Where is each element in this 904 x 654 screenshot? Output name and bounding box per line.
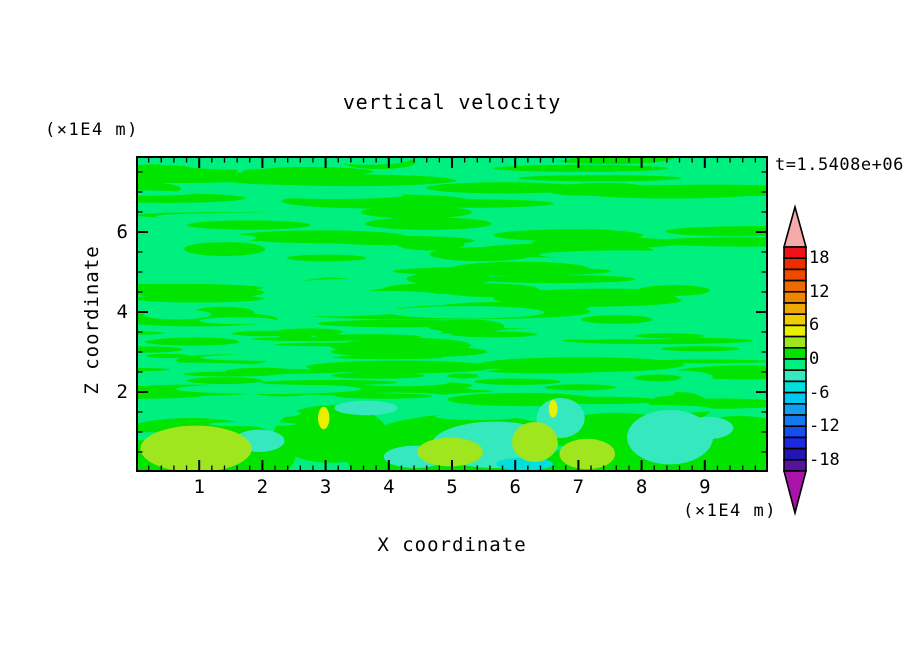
x-tick-label-3: 3 xyxy=(319,476,332,498)
x-tick-label-8: 8 xyxy=(635,476,648,498)
colorbar-label-0: 0 xyxy=(809,349,820,369)
x-axis-title: X coordinate xyxy=(377,534,527,556)
colorbar-label--6: -6 xyxy=(809,382,830,403)
chart-title: vertical velocity xyxy=(342,90,562,114)
colorbar-label--12: -12 xyxy=(809,416,840,437)
colorbar-label-12: 12 xyxy=(809,281,830,302)
x-tick-label-5: 5 xyxy=(446,476,458,498)
timestamp-label: t=1.5408e+06 xyxy=(775,155,904,175)
colorbar xyxy=(782,203,808,517)
x-tick-label-1: 1 xyxy=(193,476,205,498)
z-tick-label-2: 2 xyxy=(116,381,128,403)
x-tick-label-2: 2 xyxy=(256,476,269,498)
contour-field-canvas xyxy=(136,156,768,472)
x-axis-unit-label: (×1E4 m) xyxy=(683,501,777,521)
x-tick-label-7: 7 xyxy=(572,476,585,498)
colorbar-label-6: 6 xyxy=(809,315,820,336)
x-tick-label-6: 6 xyxy=(509,476,521,498)
colorbar-label--18: -18 xyxy=(809,449,840,470)
z-tick-label-6: 6 xyxy=(116,221,128,243)
colorbar-label-18: 18 xyxy=(809,248,830,269)
z-axis-unit-label: (×1E4 m) xyxy=(45,120,139,140)
x-tick-label-9: 9 xyxy=(699,476,711,498)
x-tick-label-4: 4 xyxy=(383,476,395,498)
z-tick-label-4: 4 xyxy=(116,301,128,323)
